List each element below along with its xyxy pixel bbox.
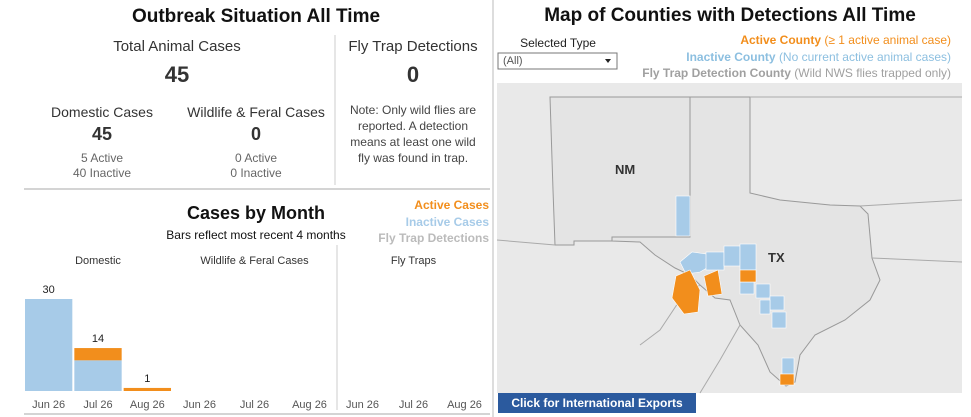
legend-entry: Active Cases (414, 198, 489, 212)
value: 45 (164, 62, 190, 87)
map-legend-entry: Active County (≥ 1 active animal case) (642, 32, 951, 49)
sub: 0 Inactive (230, 166, 282, 180)
export-button[interactable] (498, 393, 696, 413)
map-legend-entry: Inactive County (No current active anima… (642, 49, 951, 66)
state-label: TX (768, 250, 785, 265)
data-label: 30 (43, 284, 55, 296)
legend-note: (No current active animal cases) (778, 49, 951, 64)
label: Fly Trap Detections (348, 38, 478, 55)
state-label: NM (615, 162, 636, 177)
x-tick-label: Aug 26 (130, 399, 165, 411)
bar (74, 348, 122, 361)
x-tick-label: Jun 26 (32, 399, 65, 411)
x-tick-label: Jun 26 (346, 399, 379, 411)
legend-label: Active County (740, 33, 822, 47)
monthly-title: Cases by Month (186, 203, 326, 223)
data-label: 1 (144, 373, 150, 385)
borders (496, 96, 963, 394)
label: Wildlife & Feral Cases (187, 104, 325, 120)
legend-label: Fly Trap Detection County (642, 66, 791, 80)
legend-label: Inactive County (686, 49, 776, 64)
button-label[interactable]: Click for International Exports (511, 396, 683, 410)
sub: 0 Active (234, 151, 278, 165)
x-tick-label: Jul 26 (240, 399, 269, 411)
sub: 40 Inactive (72, 166, 132, 180)
bar (123, 387, 171, 391)
x-tick-label: Jul 26 (83, 399, 112, 411)
value: 0 (250, 124, 262, 144)
bar-charts: Domestic Jun 26 30 Jul 26 14 Aug 26 1 Wildlife … (25, 255, 482, 411)
note: Note: Only wild flies are reported. A de… (349, 103, 477, 165)
sub: 5 Active (80, 151, 124, 165)
map-title: Map of Counties with Detections All Time (544, 5, 916, 26)
inactive-counties (675, 195, 795, 375)
legend-entry: Fly Trap Detections (378, 231, 489, 245)
label: Total Animal Cases (113, 38, 241, 55)
legend-note: (≥ 1 active animal case) (824, 33, 951, 47)
data-label: 14 (92, 333, 104, 345)
monthly-subtitle: Bars reflect most recent 4 months (166, 228, 346, 242)
summary-title: Outbreak Situation All Time (131, 6, 381, 27)
selector-label: Selected Type (520, 36, 596, 50)
bar (25, 299, 73, 391)
dropdown-arrow[interactable] (605, 59, 611, 63)
legend-entry: Inactive Cases (405, 214, 489, 229)
bar (74, 360, 122, 391)
state-tx (611, 96, 881, 387)
map-legend: Active County (≥ 1 active animal case) In… (642, 32, 951, 82)
panel-title: Fly Traps (391, 255, 437, 267)
panel-title: Wildlife & Feral Cases (200, 255, 309, 267)
active-counties (671, 269, 795, 386)
x-tick-label: Aug 26 (447, 399, 482, 411)
x-tick-label: Jul 26 (399, 399, 428, 411)
x-tick-label: Jun 26 (183, 399, 216, 411)
value: 0 (406, 62, 420, 87)
map-legend-entry: Fly Trap Detection County (Wild NWS flie… (642, 65, 951, 82)
legend-note: (Wild NWS flies trapped only) (794, 66, 951, 80)
dropdown[interactable] (497, 52, 618, 70)
selector-value[interactable]: (All) (503, 55, 523, 67)
legend: Active Cases Inactive Cases Fly Trap Detec… (378, 197, 489, 247)
x-tick-label: Aug 26 (292, 399, 327, 411)
label: Domestic Cases (51, 104, 153, 120)
value: 45 (91, 124, 113, 144)
panel-title: Domestic (75, 255, 121, 267)
